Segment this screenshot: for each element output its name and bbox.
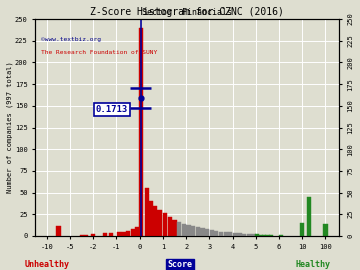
Text: Healthy: Healthy: [296, 260, 331, 269]
Bar: [247, 234, 251, 236]
Bar: [219, 232, 223, 236]
Bar: [269, 235, 273, 236]
Bar: [307, 197, 311, 236]
Title: Z-Score Histogram for CZNC (2016): Z-Score Histogram for CZNC (2016): [90, 7, 284, 17]
Bar: [210, 230, 214, 236]
Text: Sector: Financials: Sector: Financials: [142, 8, 232, 17]
Bar: [145, 188, 149, 236]
Bar: [182, 224, 186, 236]
Bar: [172, 220, 177, 236]
Bar: [177, 222, 181, 236]
Bar: [103, 233, 107, 236]
Bar: [323, 224, 328, 236]
Bar: [57, 225, 60, 236]
Bar: [157, 210, 162, 236]
Bar: [131, 229, 135, 236]
Bar: [191, 225, 195, 236]
Bar: [109, 233, 113, 236]
Bar: [91, 234, 95, 236]
Bar: [233, 233, 237, 236]
Bar: [265, 235, 270, 236]
Bar: [196, 227, 200, 236]
Bar: [121, 232, 126, 236]
Bar: [80, 235, 84, 236]
Bar: [200, 228, 204, 236]
Bar: [300, 223, 304, 236]
Text: The Research Foundation of SUNY: The Research Foundation of SUNY: [41, 50, 158, 55]
Bar: [186, 225, 190, 236]
Bar: [117, 232, 121, 236]
Text: Score: Score: [167, 260, 193, 269]
Bar: [251, 234, 256, 236]
Bar: [214, 231, 219, 236]
Bar: [238, 233, 242, 236]
Bar: [242, 234, 246, 236]
Text: Unhealthy: Unhealthy: [24, 260, 69, 269]
Bar: [168, 217, 172, 236]
Bar: [258, 235, 262, 236]
Bar: [126, 231, 130, 236]
Bar: [205, 229, 209, 236]
Bar: [255, 234, 259, 236]
Bar: [228, 232, 232, 236]
Bar: [163, 213, 167, 236]
Bar: [149, 201, 153, 236]
Bar: [153, 205, 157, 236]
Y-axis label: Number of companies (997 total): Number of companies (997 total): [7, 62, 13, 193]
Bar: [262, 235, 266, 236]
Text: ©www.textbiz.org: ©www.textbiz.org: [41, 37, 101, 42]
Bar: [279, 235, 283, 236]
Bar: [139, 28, 143, 236]
Bar: [135, 227, 139, 236]
Bar: [224, 232, 228, 236]
Text: 0.1713: 0.1713: [96, 105, 128, 114]
Bar: [84, 235, 89, 236]
